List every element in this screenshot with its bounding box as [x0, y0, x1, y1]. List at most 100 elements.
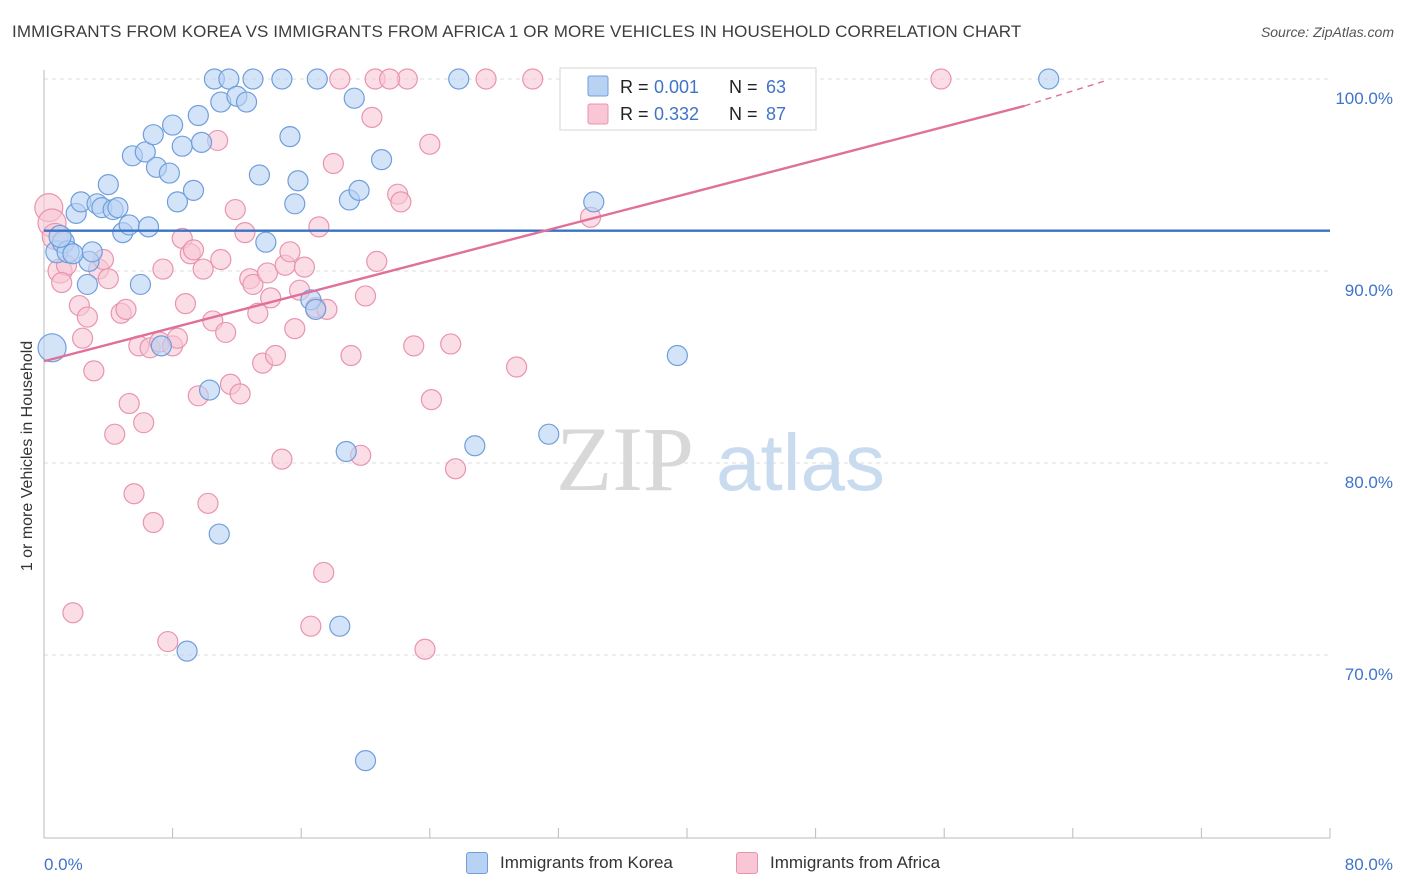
africa-point: [51, 271, 73, 294]
korea-point: [666, 344, 688, 367]
africa-point: [182, 239, 205, 261]
africa-point: [361, 106, 383, 129]
africa-point: [215, 321, 237, 344]
korea-point: [142, 124, 164, 146]
legend-n-value-africa: 87: [766, 104, 786, 124]
africa-point: [440, 333, 462, 355]
legend-n-value-korea: 63: [766, 77, 786, 97]
korea-point: [218, 68, 240, 90]
africa-point: [192, 258, 214, 280]
korea-point: [162, 114, 184, 136]
korea-point: [187, 104, 209, 127]
africa-point: [152, 258, 174, 280]
points-layer: [34, 68, 1060, 772]
korea-point: [284, 193, 306, 215]
africa-point: [123, 483, 145, 505]
legend-r-value-korea: 0.001: [654, 77, 699, 97]
africa-point: [308, 216, 330, 238]
watermark-atlas: atlas: [716, 418, 885, 507]
axes-layer: 0.0% 80.0%: [43, 70, 1393, 874]
bottom-legend-item-korea[interactable]: Immigrants from Korea: [466, 852, 673, 874]
africa-point: [420, 389, 443, 411]
africa-point: [313, 561, 335, 584]
africa-point: [354, 285, 377, 307]
africa-point: [322, 152, 344, 175]
africa-point: [197, 492, 219, 514]
korea-point: [1038, 68, 1060, 90]
bottom-legend: Immigrants from Korea Immigrants from Af…: [0, 852, 1406, 878]
africa-point: [264, 344, 287, 367]
korea-point: [306, 68, 328, 90]
africa-point: [329, 68, 351, 90]
korea-point: [150, 335, 172, 357]
korea-point: [370, 149, 393, 171]
africa-point: [506, 356, 528, 378]
africa-point: [234, 222, 256, 244]
africa-point: [414, 638, 436, 660]
africa-point: [133, 412, 155, 434]
africa-point: [271, 448, 293, 470]
africa-point: [300, 615, 322, 637]
korea-point: [158, 162, 180, 184]
korea-point: [242, 68, 264, 90]
legend-n-label-korea: N =: [729, 77, 758, 97]
korea-point: [107, 197, 129, 219]
watermark-zip: ZIP: [556, 408, 694, 510]
africa-point: [115, 298, 137, 320]
korea-point: [62, 243, 84, 265]
korea-point: [176, 640, 198, 662]
korea-point: [81, 241, 103, 263]
africa-point: [475, 68, 497, 90]
korea-point: [182, 179, 205, 201]
korea-point: [287, 170, 309, 192]
korea-point: [166, 191, 189, 213]
korea-point: [134, 141, 156, 163]
watermark: ZIP atlas: [556, 408, 885, 510]
africa-point: [256, 262, 279, 284]
korea-point: [171, 135, 193, 157]
africa-point: [97, 268, 119, 290]
legend-r-value-africa: 0.332: [654, 104, 699, 124]
korea-point: [48, 224, 72, 249]
bottom-legend-swatch-korea: [466, 852, 488, 874]
bottom-legend-label-africa: Immigrants from Africa: [770, 853, 941, 872]
korea-point: [329, 615, 351, 637]
africa-point: [118, 392, 140, 415]
trend-layer: [43, 80, 1330, 363]
korea-point: [235, 91, 258, 113]
x-tick-label: 80.0%: [1345, 855, 1393, 874]
africa-point: [224, 198, 246, 221]
africa-point: [293, 256, 316, 278]
korea-point: [279, 126, 301, 148]
africa-point: [403, 335, 425, 357]
africa-point: [71, 327, 94, 349]
korea-point: [305, 298, 327, 320]
africa-trend-line: [43, 104, 1025, 363]
korea-point: [248, 164, 271, 186]
africa-point: [522, 68, 544, 90]
chart-title: IMMIGRANTS FROM KOREA VS IMMIGRANTS FROM…: [12, 22, 1022, 41]
korea-point: [448, 68, 470, 90]
korea-point: [137, 216, 160, 238]
africa-point: [444, 458, 467, 480]
korea-point: [190, 131, 213, 153]
bottom-legend-item-africa[interactable]: Immigrants from Africa: [736, 852, 940, 874]
korea-point: [198, 379, 221, 401]
y-tick-label: 80.0%: [1345, 473, 1393, 492]
bottom-legend-swatch-africa: [736, 852, 758, 874]
africa-point: [229, 383, 251, 405]
y-tick-label: 100.0%: [1335, 89, 1393, 108]
africa-point: [366, 250, 388, 272]
korea-point: [118, 214, 140, 236]
africa-point: [279, 241, 301, 263]
africa-point: [210, 248, 232, 271]
africa-trend-extension: [1024, 80, 1106, 107]
korea-point: [464, 435, 486, 457]
legend-swatch-korea: [587, 75, 609, 97]
legend-swatch-africa: [587, 103, 609, 125]
korea-point: [538, 423, 560, 445]
legend-r-label-korea: R =: [620, 77, 649, 97]
korea-point: [354, 749, 377, 772]
africa-point: [83, 360, 105, 382]
